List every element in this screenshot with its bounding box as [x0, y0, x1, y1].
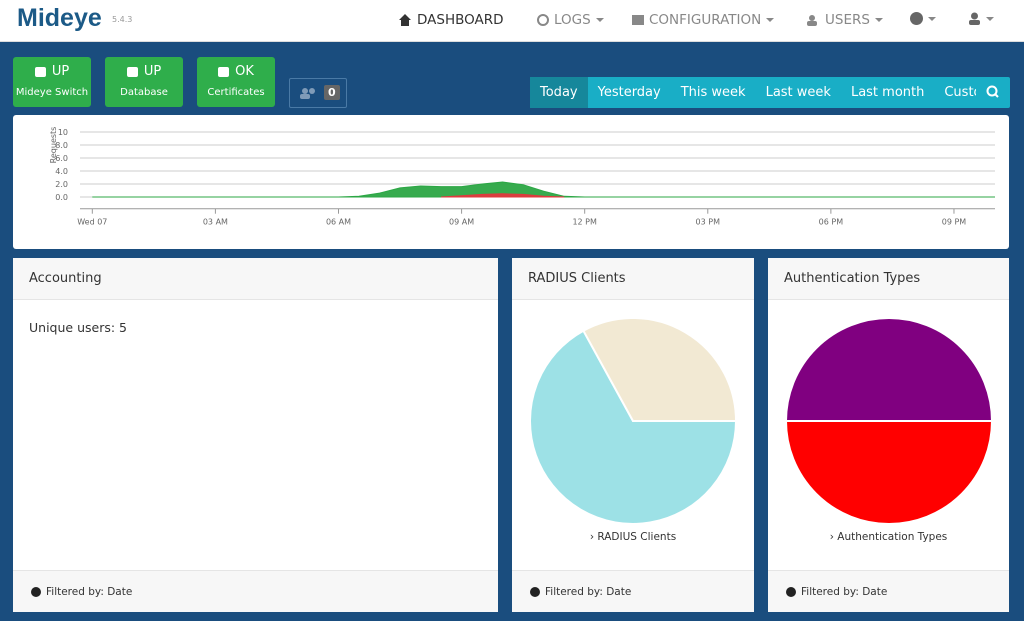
icon: [969, 12, 980, 25]
x-tick-label: 12 PM: [572, 218, 597, 227]
panel-title: Authentication Types: [768, 258, 1009, 300]
icon: [910, 12, 923, 25]
area: [441, 193, 565, 198]
accounting-panel: Accounting Unique users: 5 Filtered by: …: [13, 258, 498, 612]
x-tick-label: 09 PM: [942, 218, 967, 227]
icon: [986, 85, 999, 98]
nav-label: DASHBOARD: [417, 12, 504, 28]
range-button[interactable]: Last week: [755, 77, 841, 108]
y-tick-label: 2.0: [55, 180, 68, 189]
x-tick-label: 09 AM: [449, 218, 474, 227]
pie-slice[interactable]: [582, 317, 738, 422]
requests-panel: Requests 0.0 2.0 4.0 6.0 8.0 10 Wed 07 03 AM 06 A…: [13, 115, 1009, 249]
nav-item[interactable]: LOGS: [537, 12, 604, 28]
icon: [300, 88, 315, 99]
y-tick-label: 6.0: [55, 154, 68, 163]
nav-item[interactable]: DASHBOARD: [398, 12, 504, 28]
version: 5.4.3: [112, 15, 133, 24]
range-button[interactable]: Yesterday: [587, 77, 671, 108]
y-tick-label: 4.0: [55, 167, 68, 176]
footer-text: Filtered by: Date: [46, 585, 133, 598]
state-text: OK: [235, 64, 254, 79]
panel-title: RADIUS Clients: [512, 258, 754, 300]
nav-label: CONFIGURATION: [649, 12, 762, 28]
radius-panel: RADIUS Clients › RADIUS Clients Filtered…: [512, 258, 754, 612]
pie-slice[interactable]: [784, 420, 994, 525]
icon: [34, 66, 46, 77]
panel-footer: Filtered by: Date: [13, 570, 498, 612]
y-tick-label: 10: [58, 128, 68, 137]
unique-users: Unique users: 5: [29, 320, 127, 335]
x-tick-label: 06 AM: [326, 218, 351, 227]
status-tile[interactable]: UP Database: [105, 57, 183, 107]
y-tick-label: 8.0: [55, 141, 68, 150]
x-tick-label: 06 PM: [819, 218, 844, 227]
state-text: UP: [143, 64, 162, 79]
icon: [126, 66, 138, 77]
nav-item[interactable]: CONFIGURATION: [632, 12, 775, 28]
area: [92, 181, 995, 198]
pie-slice[interactable]: [784, 317, 994, 422]
x-tick-label: 03 AM: [203, 218, 228, 227]
status-state: UP: [105, 64, 183, 79]
status-label: Mideye Switch: [15, 87, 89, 98]
range-group: Today Yesterday This week Last week Last mon…: [530, 77, 1005, 108]
nav-item[interactable]: USERS: [804, 12, 883, 28]
panel-title: Accounting: [13, 258, 498, 300]
link-text[interactable]: Authentication Types: [837, 531, 948, 543]
nav-label: LOGS: [554, 12, 591, 28]
icon: [537, 14, 549, 26]
link-text[interactable]: RADIUS Clients: [597, 531, 677, 543]
icon: [218, 66, 230, 77]
pie-slice[interactable]: [529, 329, 738, 525]
icon: [807, 15, 817, 26]
pie-chart: [529, 317, 738, 525]
panel-footer: Filtered by: Date: [512, 570, 754, 612]
footer-text: Filtered by: Date: [801, 585, 888, 598]
pie-chart: [784, 317, 994, 525]
state-text: UP: [51, 64, 70, 79]
x-tick-label: Wed 07: [77, 218, 107, 227]
status-state: UP: [13, 64, 91, 79]
y-axis-label: Requests: [49, 127, 58, 164]
range-button[interactable]: This week: [670, 77, 756, 108]
label: Unique users:: [29, 320, 116, 335]
account-menu[interactable]: [968, 12, 994, 25]
search-button[interactable]: [976, 77, 1010, 108]
status-tile[interactable]: UP Mideye Switch: [13, 57, 91, 107]
panel-footer: Filtered by: Date: [768, 570, 1009, 612]
status-label: Certificates: [207, 87, 265, 98]
status-state: OK: [197, 64, 275, 79]
x-tick-label: 03 PM: [696, 218, 721, 227]
footer-text: Filtered by: Date: [545, 585, 632, 598]
pie-link[interactable]: › RADIUS Clients: [589, 531, 677, 543]
active-users[interactable]: 0: [289, 78, 347, 108]
auth-panel: Authentication Types › Authentication Ty…: [768, 258, 1009, 612]
navbar: Mideye 5.4.3 DASHBOARD LOGS CONFIGURATIO…: [0, 0, 1024, 42]
requests-chart: Requests 0.0 2.0 4.0 6.0 8.0 10 Wed 07 03 AM 06 A…: [49, 127, 995, 227]
icon: [399, 14, 411, 26]
status-label: Database: [120, 87, 168, 98]
help-menu[interactable]: [910, 12, 936, 25]
range-button[interactable]: Last month: [840, 77, 935, 108]
status-tile[interactable]: OK Certificates: [197, 57, 275, 107]
pie-link[interactable]: › Authentication Types: [829, 531, 948, 543]
nav-label: USERS: [825, 12, 870, 28]
brand[interactable]: Mideye: [17, 4, 102, 32]
value: 5: [119, 320, 127, 335]
badge: 0: [324, 85, 340, 100]
icon: [632, 15, 644, 25]
range-button[interactable]: Today: [530, 77, 588, 108]
y-tick-label: 0.0: [55, 193, 68, 202]
